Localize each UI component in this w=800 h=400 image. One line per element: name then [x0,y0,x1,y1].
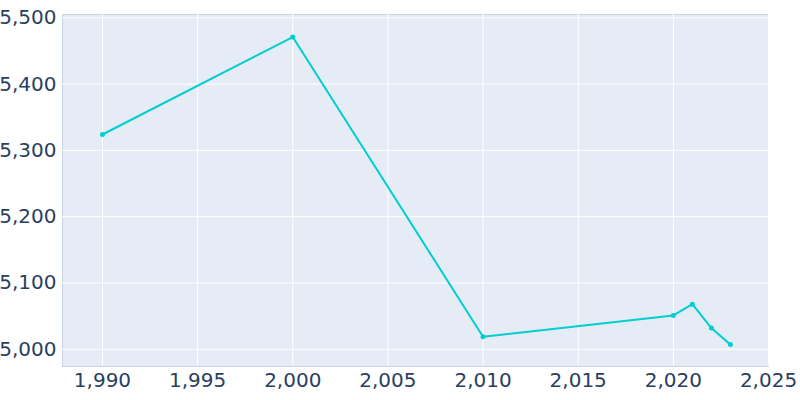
svg-text:1,990: 1,990 [74,368,131,392]
svg-text:2,015: 2,015 [550,368,607,392]
svg-text:2,020: 2,020 [645,368,702,392]
svg-text:5,500: 5,500 [0,5,57,29]
svg-text:5,200: 5,200 [0,204,57,228]
svg-text:2,025: 2,025 [740,368,797,392]
svg-text:5,000: 5,000 [0,337,57,361]
svg-text:5,400: 5,400 [0,72,57,96]
svg-text:2,010: 2,010 [454,368,511,392]
svg-text:5,300: 5,300 [0,138,57,162]
svg-text:2,000: 2,000 [264,368,321,392]
svg-text:1,995: 1,995 [169,368,226,392]
svg-text:5,100: 5,100 [0,270,57,294]
svg-text:2,005: 2,005 [359,368,416,392]
